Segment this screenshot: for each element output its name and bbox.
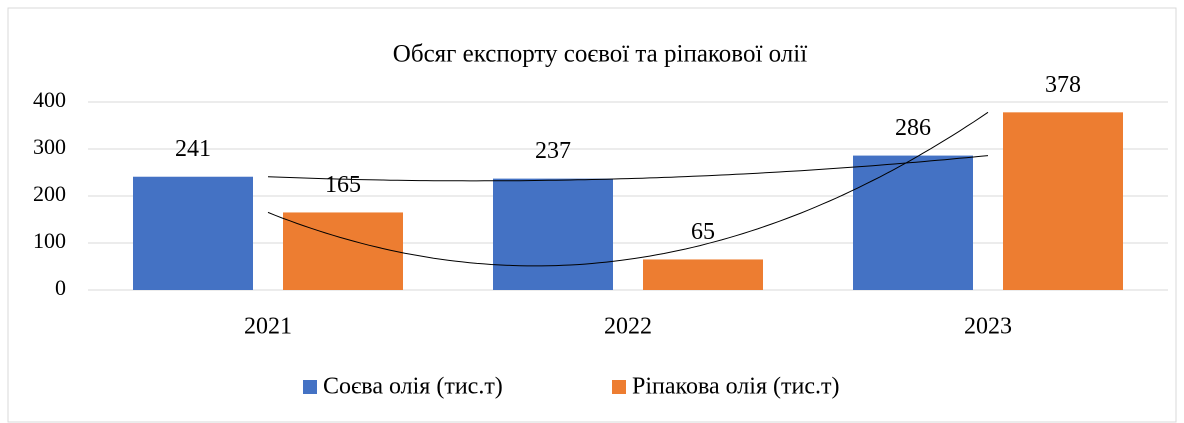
- data-label: 241: [175, 136, 211, 162]
- bar: [1003, 112, 1123, 290]
- trendline: [267, 111, 989, 267]
- bar: [283, 212, 403, 290]
- chart-title: Обсяг експорту соєвої та ріпакової олії: [393, 41, 807, 68]
- y-tick-label: 100: [33, 228, 66, 253]
- y-tick-label: 200: [33, 181, 66, 206]
- data-label: 286: [895, 115, 931, 141]
- trendline: [267, 155, 989, 182]
- x-tick-label: 2023: [964, 314, 1012, 340]
- bar: [133, 176, 253, 290]
- data-label: 237: [535, 138, 571, 164]
- bar: [853, 155, 973, 290]
- y-tick-label: 300: [33, 134, 66, 159]
- legend-label: Ріпакова олія (тис.т): [632, 374, 839, 400]
- legend-swatch: [303, 380, 317, 394]
- y-tick-label: 400: [33, 87, 66, 112]
- data-label: 378: [1045, 72, 1081, 98]
- data-label: 165: [325, 172, 361, 198]
- legend-label: Соєва олія (тис.т): [323, 374, 503, 400]
- x-tick-label: 2022: [604, 314, 652, 340]
- bar: [643, 259, 763, 290]
- y-tick-label: 0: [55, 275, 66, 300]
- legend-swatch: [612, 380, 626, 394]
- x-tick-label: 2021: [244, 314, 292, 340]
- bar: [493, 178, 613, 290]
- data-label: 65: [691, 219, 715, 245]
